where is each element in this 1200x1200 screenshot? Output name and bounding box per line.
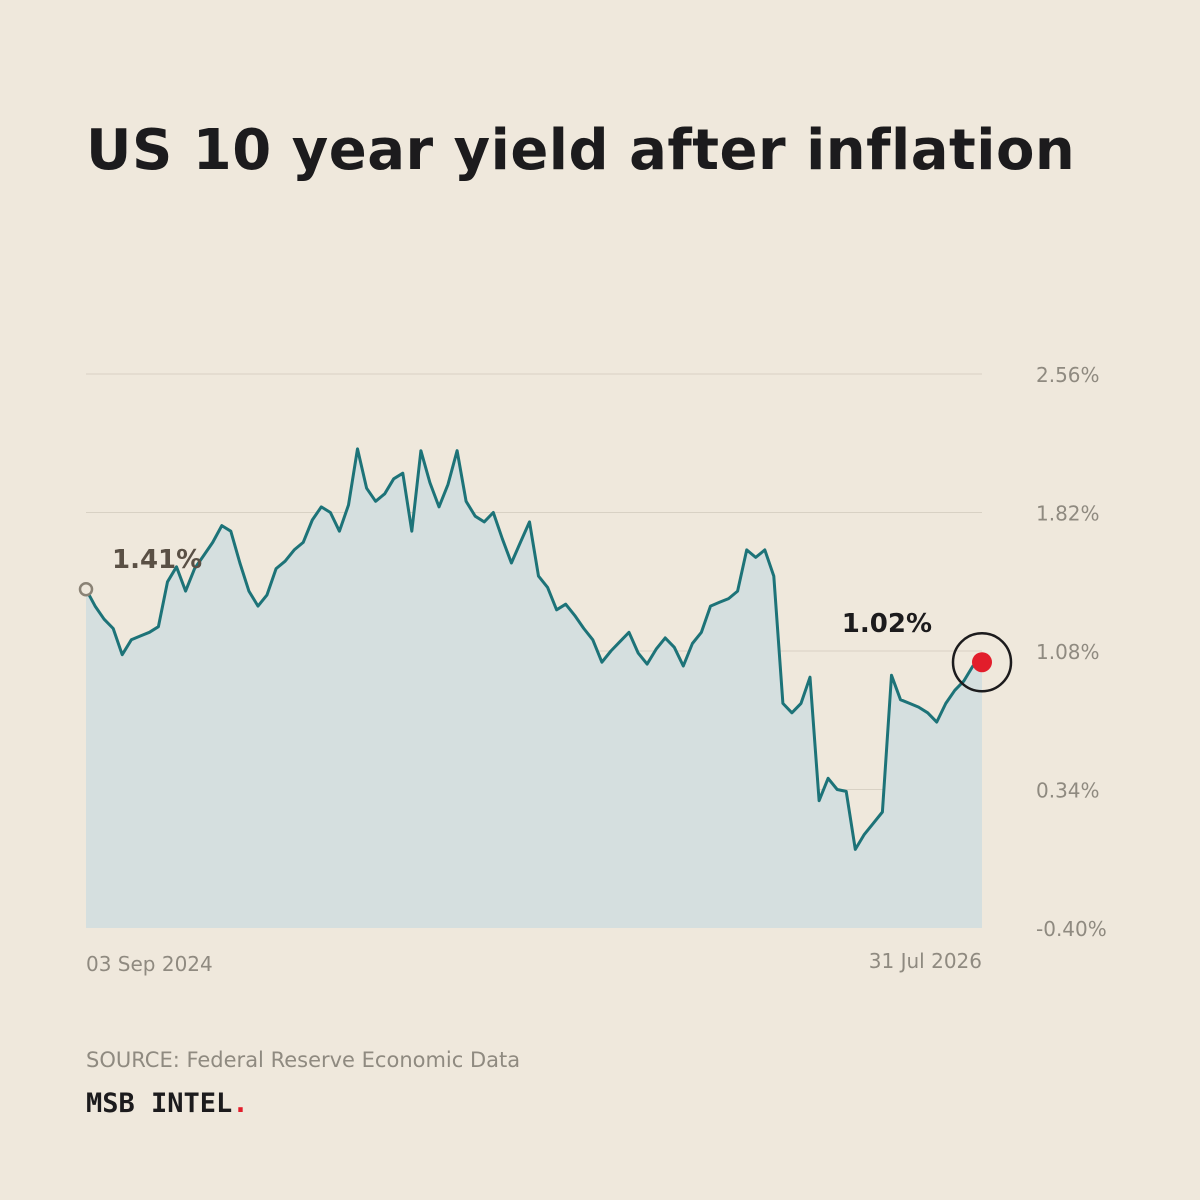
start-point-marker (78, 581, 94, 597)
y-tick-label: 0.34% (1036, 779, 1100, 803)
end-point-ring (951, 631, 1013, 693)
y-tick-label: 1.82% (1036, 502, 1100, 526)
y-tick-label: 2.56% (1036, 363, 1100, 387)
brand-dot: . (232, 1088, 249, 1119)
series-line (84, 447, 983, 851)
start-value-label: 1.41% (112, 545, 202, 575)
end-value-label: 1.02% (842, 609, 932, 639)
brand-name: MSB INTEL (86, 1088, 233, 1119)
chart-labels: 2.56% 1.82% 1.08% 0.34% -0.40% 03 Sep 2024 31 … (86, 363, 1107, 976)
chart-markers (78, 581, 1013, 693)
y-tick-label: -0.40% (1036, 917, 1107, 941)
x-tick-label: 03 Sep 2024 (86, 952, 213, 976)
chart-title: US 10 year yield after inflation (86, 118, 1076, 183)
y-tick-label: 1.08% (1036, 640, 1100, 664)
x-tick-label: 31 Jul 2026 (869, 949, 982, 973)
brand-logo: MSB INTEL. (86, 1088, 249, 1119)
end-point-marker (972, 652, 992, 673)
series-area-fill (86, 448, 982, 928)
source-note: SOURCE: Federal Reserve Economic Data (86, 1048, 521, 1072)
